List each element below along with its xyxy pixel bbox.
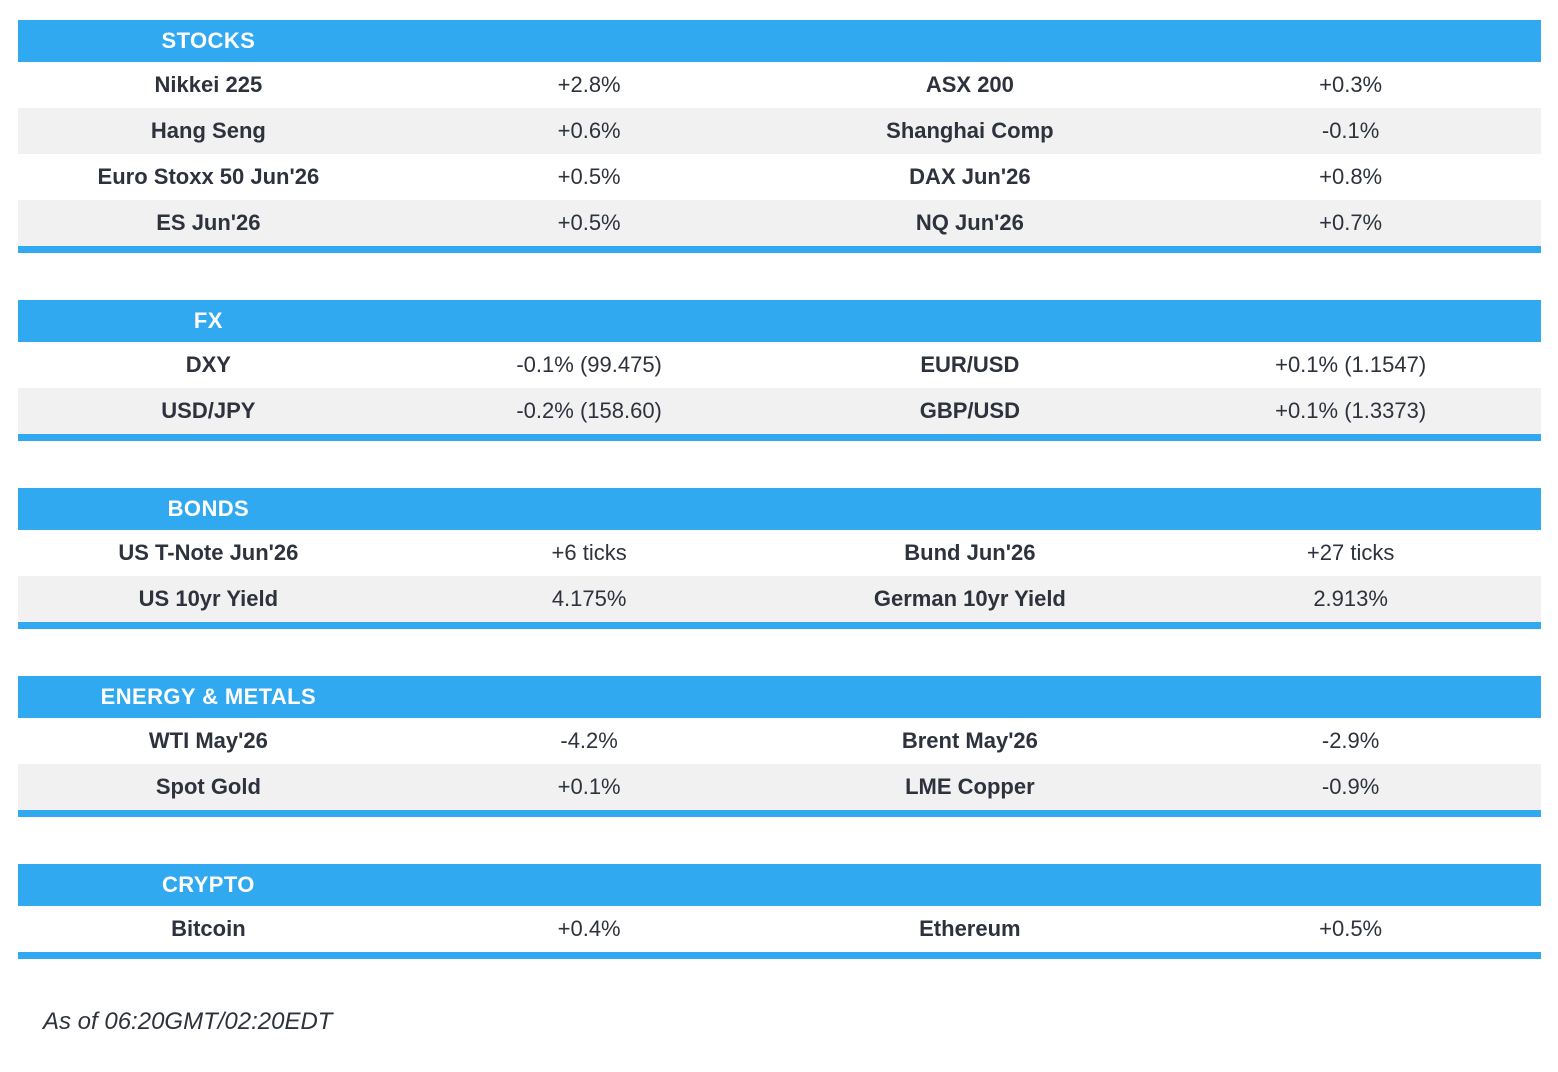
- instrument-name: Ethereum: [919, 916, 1021, 941]
- section-fx: FX DXY -0.1% (99.475) EUR/USD +0.1% (1.1…: [18, 300, 1541, 441]
- section-header-crypto: CRYPTO: [18, 864, 1541, 906]
- section-header-fx: FX: [18, 300, 1541, 342]
- instrument-name: ES Jun'26: [156, 210, 261, 235]
- section-title: BONDS: [167, 496, 250, 521]
- section-crypto: CRYPTO Bitcoin +0.4% Ethereum +0.5%: [18, 864, 1541, 959]
- instrument-name: Hang Seng: [150, 118, 266, 143]
- instrument-name: Bitcoin: [171, 916, 246, 941]
- section-rows: WTI May'26 -4.2% Brent May'26 -2.9% Spot…: [18, 718, 1541, 810]
- table-row: Nikkei 225 +2.8% ASX 200 +0.3%: [18, 62, 1541, 108]
- section-energy-metals: ENERGY & METALS WTI May'26 -4.2% Brent M…: [18, 676, 1541, 817]
- instrument-value: +0.1% (1.3373): [1275, 398, 1427, 423]
- instrument-name: US 10yr Yield: [138, 586, 279, 611]
- table-row: Euro Stoxx 50 Jun'26 +0.5% DAX Jun'26 +0…: [18, 154, 1541, 200]
- instrument-name: Nikkei 225: [154, 72, 263, 97]
- instrument-name: WTI May'26: [148, 728, 268, 753]
- table-row: US T-Note Jun'26 +6 ticks Bund Jun'26 +2…: [18, 530, 1541, 576]
- instrument-value: +27 ticks: [1306, 540, 1395, 565]
- table-row: Hang Seng +0.6% Shanghai Comp -0.1%: [18, 108, 1541, 154]
- instrument-value: -2.9%: [1321, 728, 1380, 753]
- section-rows: US T-Note Jun'26 +6 ticks Bund Jun'26 +2…: [18, 530, 1541, 622]
- instrument-value: +0.6%: [557, 118, 621, 143]
- instrument-value: +0.1% (1.1547): [1275, 352, 1427, 377]
- section-rows: DXY -0.1% (99.475) EUR/USD +0.1% (1.1547…: [18, 342, 1541, 434]
- instrument-name: USD/JPY: [161, 398, 256, 423]
- instrument-name: US T-Note Jun'26: [118, 540, 299, 565]
- section-stocks: STOCKS Nikkei 225 +2.8% ASX 200 +0.3% Ha…: [18, 20, 1541, 253]
- section-rows: Bitcoin +0.4% Ethereum +0.5%: [18, 906, 1541, 952]
- section-rows: Nikkei 225 +2.8% ASX 200 +0.3% Hang Seng…: [18, 62, 1541, 246]
- instrument-name: NQ Jun'26: [915, 210, 1024, 235]
- as-of-timestamp: As of 06:20GMT/02:20EDT: [43, 1008, 333, 1035]
- instrument-value: +0.8%: [1319, 164, 1383, 189]
- section-header-bonds: BONDS: [18, 488, 1541, 530]
- instrument-name: Shanghai Comp: [886, 118, 1054, 143]
- instrument-value: +2.8%: [557, 72, 621, 97]
- instrument-name: DAX Jun'26: [909, 164, 1031, 189]
- section-title: FX: [193, 308, 223, 333]
- market-wrap-summary: STOCKS Nikkei 225 +2.8% ASX 200 +0.3% Ha…: [18, 20, 1541, 1035]
- instrument-value: 4.175%: [551, 586, 627, 611]
- instrument-name: German 10yr Yield: [873, 586, 1066, 611]
- instrument-value: +0.4%: [557, 916, 621, 941]
- table-row: Bitcoin +0.4% Ethereum +0.5%: [18, 906, 1541, 952]
- instrument-name: Brent May'26: [901, 728, 1038, 753]
- instrument-value: +6 ticks: [551, 540, 627, 565]
- instrument-name: EUR/USD: [920, 352, 1020, 377]
- instrument-value: 2.913%: [1313, 586, 1388, 611]
- table-row: USD/JPY -0.2% (158.60) GBP/USD +0.1% (1.…: [18, 388, 1541, 434]
- instrument-value: -0.9%: [1321, 774, 1380, 799]
- table-row: ES Jun'26 +0.5% NQ Jun'26 +0.7%: [18, 200, 1541, 246]
- section-header-stocks: STOCKS: [18, 20, 1541, 62]
- instrument-value: -0.1% (99.475): [516, 352, 662, 377]
- instrument-value: +0.5%: [557, 210, 621, 235]
- instrument-value: +0.1%: [557, 774, 621, 799]
- section-title: CRYPTO: [161, 872, 255, 897]
- instrument-name: ASX 200: [925, 72, 1014, 97]
- instrument-value: +0.5%: [1319, 916, 1383, 941]
- table-row: WTI May'26 -4.2% Brent May'26 -2.9%: [18, 718, 1541, 764]
- instrument-name: Euro Stoxx 50 Jun'26: [97, 164, 320, 189]
- table-row: DXY -0.1% (99.475) EUR/USD +0.1% (1.1547…: [18, 342, 1541, 388]
- instrument-value: +0.7%: [1319, 210, 1383, 235]
- table-row: Spot Gold +0.1% LME Copper -0.9%: [18, 764, 1541, 810]
- instrument-value: -0.2% (158.60): [516, 398, 662, 423]
- instrument-value: +0.5%: [557, 164, 621, 189]
- table-row: US 10yr Yield 4.175% German 10yr Yield 2…: [18, 576, 1541, 622]
- instrument-value: +0.3%: [1319, 72, 1383, 97]
- section-title: ENERGY & METALS: [100, 684, 317, 709]
- instrument-name: Spot Gold: [155, 774, 261, 799]
- instrument-name: LME Copper: [905, 774, 1035, 799]
- instrument-value: -0.1%: [1321, 118, 1380, 143]
- instrument-value: -4.2%: [560, 728, 618, 753]
- instrument-name: Bund Jun'26: [904, 540, 1036, 565]
- instrument-name: GBP/USD: [919, 398, 1020, 423]
- section-header-energy-metals: ENERGY & METALS: [18, 676, 1541, 718]
- section-title: STOCKS: [161, 28, 256, 53]
- instrument-name: DXY: [185, 352, 231, 377]
- section-bonds: BONDS US T-Note Jun'26 +6 ticks Bund Jun…: [18, 488, 1541, 629]
